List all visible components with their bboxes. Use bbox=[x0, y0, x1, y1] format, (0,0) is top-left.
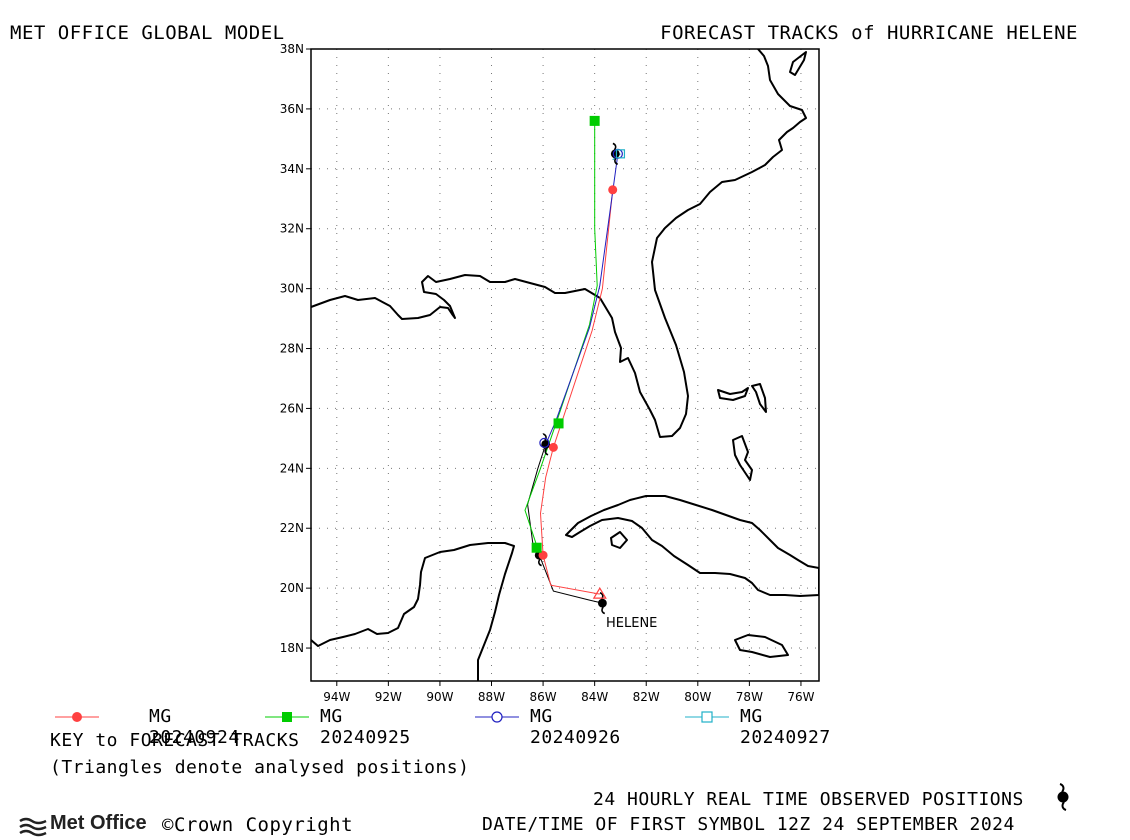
lat-tick-label: 18N bbox=[280, 641, 304, 655]
legend-label: MG 20240927 bbox=[740, 706, 831, 748]
key-title: KEY to FORECAST TRACKS bbox=[50, 730, 300, 751]
track-marker-mg20240924-analysed bbox=[592, 586, 607, 599]
coastline-gulf-mexico bbox=[311, 49, 807, 438]
coastline-bahamas-1 bbox=[717, 387, 749, 401]
logo-text: Met Office bbox=[50, 812, 147, 834]
coastline-cuba bbox=[565, 495, 819, 597]
hurricane-symbol-icon bbox=[610, 142, 621, 166]
storm-label: HELENE bbox=[606, 616, 658, 631]
track-marker-mg20240927 bbox=[615, 149, 626, 159]
datetime-note: DATE/TIME OF FIRST SYMBOL 12Z 24 SEPTEMB… bbox=[482, 814, 1015, 835]
track-marker-mg20240925 bbox=[589, 115, 600, 126]
track-marker-mg20240925 bbox=[553, 418, 564, 429]
lon-tick-label: 82W bbox=[633, 690, 660, 704]
left-title: MET OFFICE GLOBAL MODEL bbox=[10, 22, 285, 44]
coastline-bahamas-2 bbox=[751, 383, 767, 413]
lon-tick-label: 92W bbox=[375, 690, 402, 704]
legend-label: MG 20240926 bbox=[530, 706, 621, 748]
observed-positions-note: 24 HOURLY REAL TIME OBSERVED POSITIONS bbox=[593, 789, 1024, 810]
lat-tick-label: 36N bbox=[280, 102, 304, 116]
lat-tick-label: 26N bbox=[280, 401, 304, 415]
key-note: (Triangles denote analysed positions) bbox=[50, 757, 470, 778]
copyright-text: ©Crown Copyright bbox=[162, 814, 354, 836]
coastline-isle-of-youth bbox=[610, 531, 628, 549]
forecast-tracks bbox=[524, 115, 626, 615]
axis-ticks: 38N 36N 34N 32N 30N 28N 26N 24N 22N 20N 18N 94W 92W 9… bbox=[280, 42, 815, 704]
hurricane-symbol-icon bbox=[597, 591, 608, 615]
coastline-yucatan bbox=[311, 542, 515, 681]
track-marker-mg20240926 bbox=[539, 437, 550, 448]
lat-tick-label: 32N bbox=[280, 222, 304, 236]
legend-marker-filled-circle-icon bbox=[55, 712, 99, 722]
met-office-waves-icon bbox=[19, 817, 47, 837]
track-line-mg20240924 bbox=[539, 189, 614, 595]
legend-label: MG 20240925 bbox=[320, 706, 411, 748]
coastline-outer-banks bbox=[789, 51, 807, 76]
lon-tick-label: 84W bbox=[581, 690, 608, 704]
legend-label: MG 20240924 bbox=[149, 706, 240, 748]
track-marker-mg20240925 bbox=[531, 542, 542, 553]
track-line-mg20240926 bbox=[545, 153, 619, 445]
track-marker-mg20240924 bbox=[608, 185, 618, 195]
lon-tick-label: 86W bbox=[530, 690, 557, 704]
lon-tick-label: 94W bbox=[323, 690, 350, 704]
lon-tick-label: 80W bbox=[684, 690, 711, 704]
coastline-bahamas-3 bbox=[732, 435, 753, 481]
map-frame bbox=[310, 48, 820, 682]
lat-tick-label: 24N bbox=[280, 461, 304, 475]
legend-marker-filled-square-icon bbox=[265, 712, 309, 722]
coastline-jamaica bbox=[734, 634, 789, 658]
legend-marker-open-square-icon bbox=[685, 711, 729, 723]
track-marker-mg20240924 bbox=[538, 550, 548, 560]
lon-tick-label: 78W bbox=[736, 690, 763, 704]
right-title: FORECAST TRACKS of HURRICANE HELENE bbox=[660, 22, 1078, 44]
lat-tick-label: 38N bbox=[280, 42, 304, 56]
lat-tick-label: 22N bbox=[280, 521, 304, 535]
lat-tick-label: 34N bbox=[280, 162, 304, 176]
lat-tick-label: 30N bbox=[280, 282, 304, 296]
grid-lines bbox=[311, 48, 819, 681]
lat-tick-label: 20N bbox=[280, 581, 304, 595]
lon-tick-label: 90W bbox=[426, 690, 453, 704]
lon-tick-label: 88W bbox=[478, 690, 505, 704]
lat-tick-label: 28N bbox=[280, 342, 304, 356]
lon-tick-label: 76W bbox=[787, 690, 814, 704]
legend-marker-open-circle-icon bbox=[475, 711, 519, 723]
track-marker-mg20240924 bbox=[548, 442, 558, 452]
coastlines bbox=[311, 49, 819, 681]
hurricane-symbol-icon bbox=[1056, 782, 1070, 812]
